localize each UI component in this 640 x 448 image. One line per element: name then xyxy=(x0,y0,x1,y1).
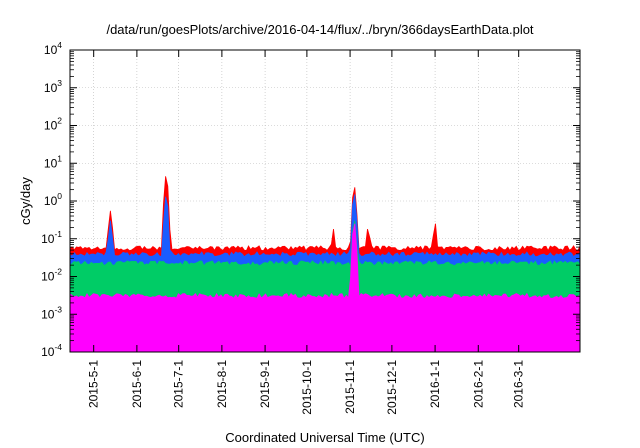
x-tick-label: 2016-2-1 xyxy=(471,360,485,408)
x-tick-label: 2015-7-1 xyxy=(172,360,186,408)
x-tick-label: 2015-11-1 xyxy=(343,360,357,414)
y-axis-label: cGy/day xyxy=(18,177,33,225)
x-tick-label: 2015-5-1 xyxy=(87,360,101,408)
y-tick-exponent: -1 xyxy=(54,229,62,239)
y-tick-base: 10 xyxy=(44,156,58,170)
y-tick-exponent: 2 xyxy=(57,116,62,126)
y-tick-exponent: -4 xyxy=(54,342,62,352)
y-tick-base: 10 xyxy=(44,194,58,208)
y-tick-label: 100 xyxy=(44,191,62,208)
y-tick-exponent: -3 xyxy=(54,304,62,314)
y-tick-exponent: 0 xyxy=(57,191,62,201)
y-tick-exponent: -2 xyxy=(54,267,62,277)
y-tick-label: 104 xyxy=(44,40,62,57)
x-tick-label: 2015-9-1 xyxy=(258,360,272,408)
y-tick-label: 102 xyxy=(44,116,62,133)
ticks xyxy=(70,49,580,353)
y-tick-base: 10 xyxy=(41,307,55,321)
x-tick-label: 2015-12-1 xyxy=(385,360,399,415)
y-tick-label: 101 xyxy=(44,153,62,170)
y-tick-label: 10-1 xyxy=(41,229,62,246)
x-tick-label: 2015-8-1 xyxy=(215,360,229,408)
chart-title: /data/run/goesPlots/archive/2016-04-14/f… xyxy=(106,22,533,37)
x-tick-label: 2015-6-1 xyxy=(130,360,144,408)
series-layer xyxy=(69,176,581,353)
y-tick-label: 10-2 xyxy=(41,267,62,284)
y-tick-exponent: 1 xyxy=(57,153,62,163)
y-tick-label: 10-4 xyxy=(41,342,62,359)
series-band xyxy=(70,300,580,303)
y-tick-base: 10 xyxy=(44,119,58,133)
y-tick-label: 103 xyxy=(44,78,62,95)
y-tick-base: 10 xyxy=(44,81,58,95)
y-tick-exponent: 4 xyxy=(57,40,62,50)
y-tick-base: 10 xyxy=(41,345,55,359)
series-area xyxy=(69,223,581,353)
y-tick-exponent: 3 xyxy=(57,78,62,88)
x-tick-label: 2015-10-1 xyxy=(300,360,314,415)
y-tick-base: 10 xyxy=(44,43,58,57)
y-tick-base: 10 xyxy=(41,232,55,246)
x-tick-labels: 2015-5-1 2015-6-1 2015-7-1 2015-8-1 2015-9-1… xyxy=(87,360,526,415)
x-axis-label: Coordinated Universal Time (UTC) xyxy=(225,430,424,445)
y-tick-base: 10 xyxy=(41,270,55,284)
x-tick-label: 2016-1-1 xyxy=(428,360,442,408)
x-tick-label: 2016-3-1 xyxy=(512,360,526,408)
y-tick-label: 10-3 xyxy=(41,304,62,321)
